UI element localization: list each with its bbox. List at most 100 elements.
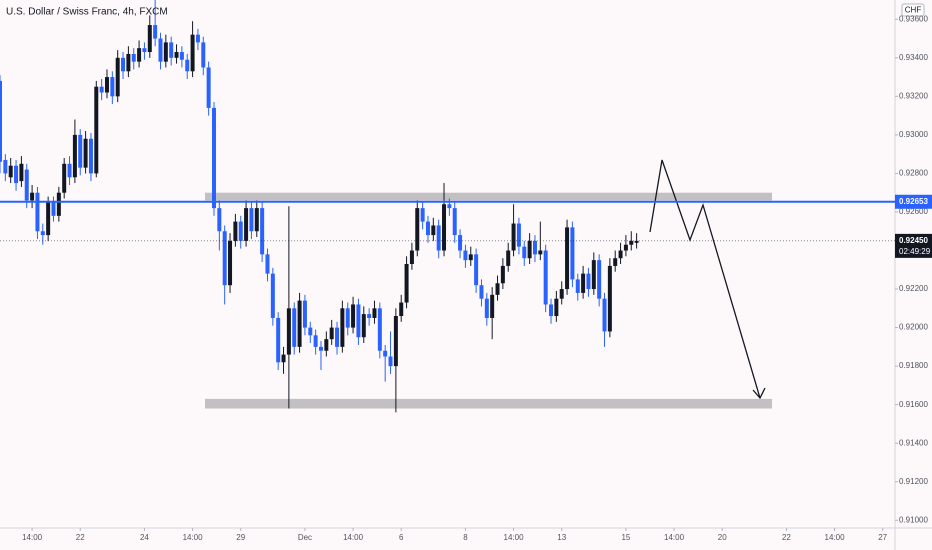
candle-body	[88, 138, 93, 174]
candle-body	[179, 52, 184, 60]
candle-body	[142, 48, 147, 53]
candle-body	[367, 314, 372, 318]
candle-body	[46, 202, 51, 236]
countdown: 02:49:29	[899, 247, 931, 256]
candle-body	[94, 86, 99, 174]
candle-body	[233, 221, 238, 241]
x-tick-label: 14:00	[183, 533, 204, 542]
candle-body	[244, 208, 249, 241]
candle-body	[313, 335, 318, 347]
candle-body	[8, 165, 13, 178]
candle-body	[425, 221, 430, 236]
candle-body	[345, 308, 350, 328]
candle-body	[361, 314, 366, 338]
candle-body	[447, 204, 452, 209]
candle-body	[276, 317, 281, 363]
candle-body	[602, 298, 607, 332]
candle-body	[72, 134, 77, 178]
y-tick-label: 0.91400	[899, 438, 928, 447]
candle-body	[516, 223, 521, 247]
candle-body	[634, 240, 639, 243]
candle-body	[324, 339, 329, 351]
candle-body	[452, 208, 457, 236]
candle-body	[62, 163, 67, 193]
candle-body	[581, 273, 586, 293]
price-line-label-box	[895, 194, 932, 209]
candle-body	[110, 77, 115, 97]
candle-body	[458, 235, 463, 251]
candle-body	[115, 57, 120, 97]
candle-body	[147, 25, 152, 53]
candle-body	[500, 265, 505, 284]
candle-body	[415, 208, 420, 251]
x-tick-label: 14:00	[504, 533, 525, 542]
candle-body	[490, 294, 495, 318]
currency: CHF	[905, 6, 922, 15]
y-tick-label: 0.91600	[899, 400, 928, 409]
candle-body	[190, 34, 195, 72]
candle-body	[153, 25, 158, 39]
y-tick-label: 0.93200	[899, 91, 928, 100]
candle-body	[292, 308, 297, 347]
y-tick-label: 0.92600	[899, 207, 928, 216]
candle-body	[570, 227, 575, 280]
y-tick-label: 0.91200	[899, 477, 928, 486]
candle-body	[618, 250, 623, 259]
candle-body	[158, 38, 163, 62]
x-tick-label: 6	[399, 533, 404, 542]
candle-body	[495, 283, 500, 295]
candle-body	[270, 273, 275, 318]
y-tick-label: 0.93000	[899, 130, 928, 139]
y-tick-label: 0.91800	[899, 361, 928, 370]
candle-body	[78, 134, 83, 168]
last-price-label: 0.92450	[899, 236, 928, 245]
candle-body	[238, 221, 243, 241]
candle-body	[286, 308, 291, 355]
chart-title: U.S. Dollar / Swiss Franc, 4h, FXCM	[6, 7, 168, 18]
candle-body	[83, 138, 88, 168]
candle-body	[0, 80, 2, 162]
candle-body	[356, 304, 361, 338]
x-tick-label: 27	[878, 533, 887, 542]
candle-body	[137, 48, 142, 62]
candle-body	[522, 246, 527, 259]
x-tick-label: 29	[236, 533, 245, 542]
x-tick-label: 14:00	[664, 533, 685, 542]
candle-body	[393, 316, 398, 367]
candle-body	[121, 57, 126, 72]
candle-body	[511, 223, 516, 251]
candle-body	[549, 304, 554, 317]
candle-body	[383, 350, 388, 357]
candle-body	[329, 327, 334, 340]
x-tick-label: Dec	[298, 533, 312, 542]
candle-body	[222, 231, 227, 286]
candle-body	[442, 204, 447, 251]
candle-body	[206, 67, 211, 108]
candle-body	[372, 308, 377, 318]
candle-body	[538, 250, 543, 255]
candle-body	[554, 298, 559, 317]
candle-body	[126, 53, 131, 72]
candle-body	[409, 250, 414, 264]
candle-body	[131, 53, 136, 62]
candle-body	[474, 254, 479, 286]
x-tick-label: 20	[718, 533, 727, 542]
candle-body	[14, 165, 19, 184]
last-price-box	[895, 233, 932, 258]
candle-body	[51, 202, 56, 216]
candle-body	[281, 354, 286, 363]
candle-body	[302, 300, 307, 328]
candle-body	[260, 208, 265, 255]
candle-body	[308, 327, 313, 336]
y-tick-label: 0.92000	[899, 323, 928, 332]
candle-body	[629, 240, 634, 245]
candle-body	[479, 285, 484, 299]
x-tick-label: 14:00	[22, 533, 43, 542]
candle-body	[597, 260, 602, 299]
zone	[205, 192, 772, 201]
candle-body	[195, 34, 200, 43]
candle-body	[575, 279, 580, 293]
candle-body	[228, 240, 233, 286]
